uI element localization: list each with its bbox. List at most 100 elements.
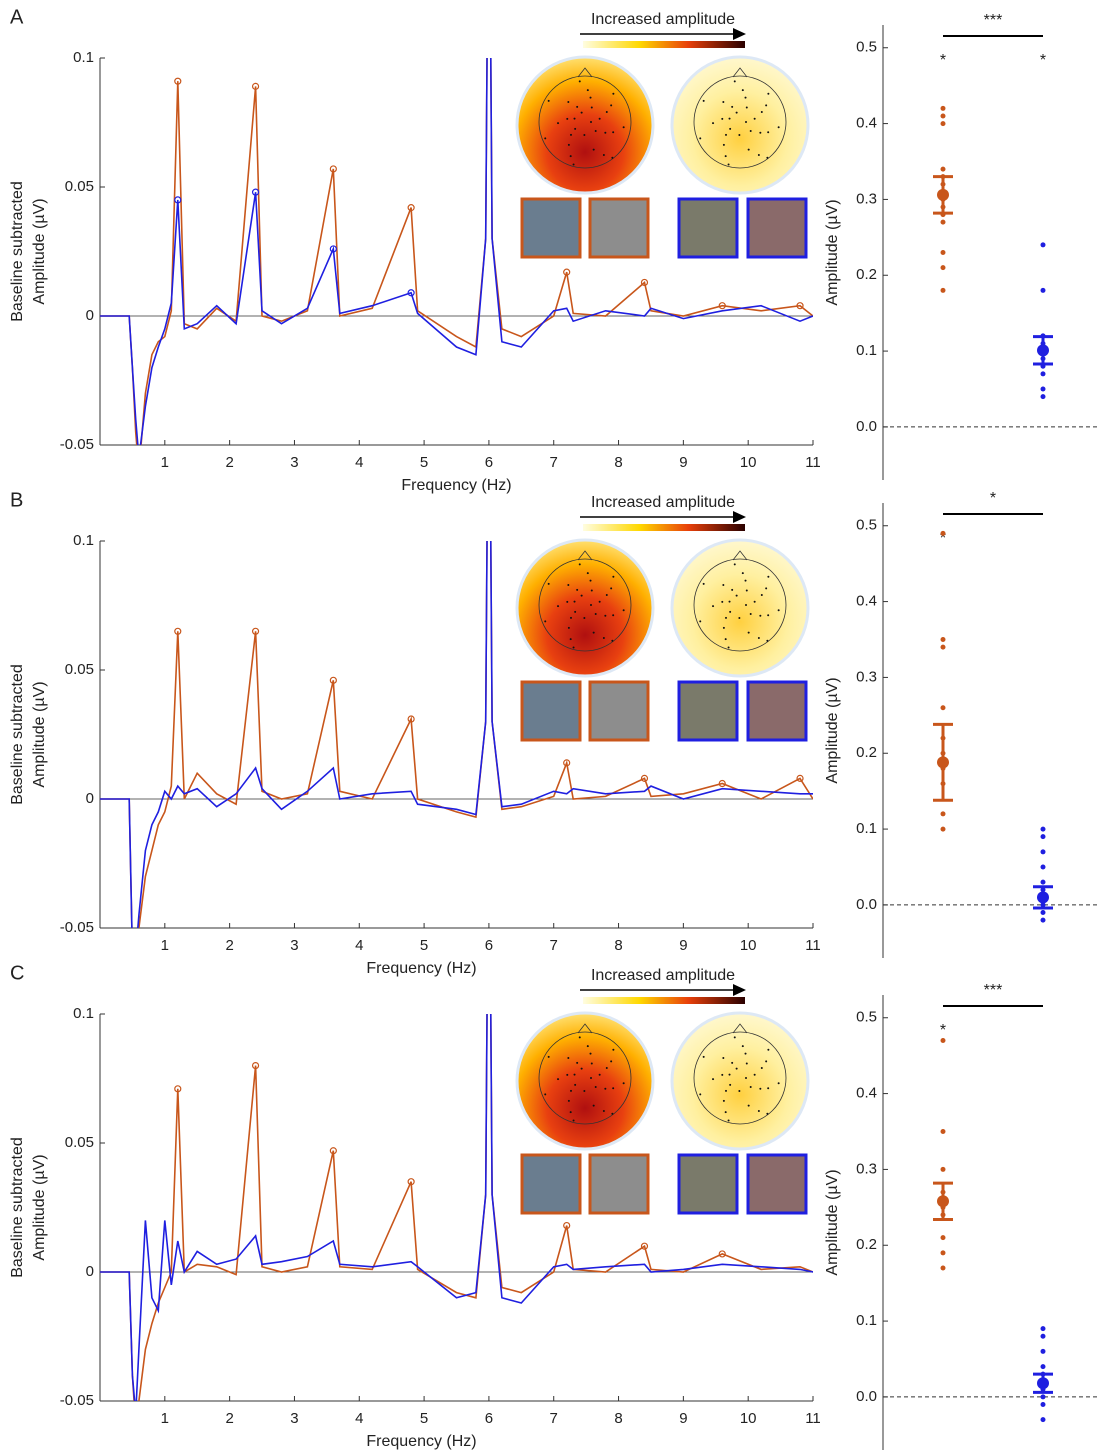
electrode: [759, 1087, 762, 1090]
electrode: [767, 614, 770, 617]
electrode: [731, 588, 734, 591]
nose: [732, 550, 748, 561]
y-axis-label: Amplitude (µV): [31, 1154, 48, 1260]
electrode: [605, 593, 608, 596]
harmonic-marker: [796, 302, 804, 310]
electrode: [721, 117, 724, 120]
y-tick-label: 0.1: [73, 1005, 94, 1022]
arrow-head: [733, 984, 746, 996]
electrode: [567, 584, 570, 587]
electrode: [580, 594, 583, 597]
stimulus-thumbnail: [677, 680, 739, 742]
subject-point: [940, 166, 946, 172]
subject-point: [940, 1166, 946, 1172]
y-axis-label: Amplitude (µV): [31, 198, 48, 304]
x-tick-label: 8: [614, 1410, 622, 1427]
x-tick-label: 1: [161, 454, 169, 471]
spectrum-line: [100, 1014, 813, 1401]
stimulus-thumbnail: [520, 1153, 582, 1215]
x-tick-label: 10: [740, 454, 757, 471]
y-tick-label: 0.4: [856, 1085, 877, 1102]
x-tick-label: 7: [550, 937, 558, 954]
electrode: [598, 117, 601, 120]
harmonic-marker: [407, 204, 415, 212]
subject-point: [940, 1235, 946, 1241]
y-tick-label: 0.1: [856, 1312, 877, 1329]
panel-label: A: [10, 6, 24, 28]
electrode: [590, 106, 593, 109]
subject-point: [1040, 1326, 1046, 1332]
electrode: [586, 572, 589, 575]
electrode: [594, 1086, 597, 1089]
y-tick-label: 0.3: [856, 190, 877, 207]
electrode: [547, 1055, 550, 1058]
x-tick-label: 6: [485, 937, 493, 954]
electrode: [572, 163, 575, 166]
electrode: [569, 616, 572, 619]
electrode: [578, 563, 581, 566]
electrode: [749, 613, 752, 616]
electrode: [567, 101, 570, 104]
subject-point: [940, 1129, 946, 1134]
electrode: [592, 148, 595, 151]
electrode: [602, 153, 605, 156]
head-outline: [693, 1031, 787, 1125]
electrode: [699, 1093, 702, 1096]
stimulus-thumbnail: [588, 1153, 650, 1215]
electrode: [777, 1082, 780, 1085]
electrode: [765, 1060, 768, 1063]
electrode: [610, 1060, 613, 1063]
nose: [732, 1023, 748, 1034]
electrode: [594, 130, 597, 133]
mean-point: [1037, 891, 1049, 904]
electrode: [567, 143, 570, 146]
harmonic-marker: [174, 627, 182, 635]
electrode: [724, 133, 727, 136]
subject-point: [1040, 910, 1046, 915]
subject-point: [940, 811, 946, 817]
electrode: [569, 133, 572, 136]
nose: [577, 550, 593, 561]
group-annotation: *: [940, 530, 946, 547]
electrode: [622, 126, 625, 129]
electrode: [605, 1066, 608, 1069]
y-tick-label: 0.4: [856, 115, 877, 132]
subject-point: [1040, 1394, 1046, 1400]
subject-point: [1040, 917, 1046, 923]
subject-point: [940, 1038, 946, 1043]
x-tick-label: 9: [679, 1410, 687, 1427]
electrode: [573, 600, 576, 603]
y-tick-label: 0.3: [856, 1160, 877, 1177]
mean-point: [937, 756, 949, 769]
head-outline: [538, 558, 632, 652]
electrode: [604, 1087, 607, 1090]
x-tick-label: 4: [355, 1410, 363, 1427]
electrode: [574, 127, 577, 130]
x-tick-label: 5: [420, 937, 428, 954]
electrode: [749, 1086, 752, 1089]
electrode: [733, 1036, 736, 1039]
electrode: [733, 563, 736, 566]
electrode: [728, 117, 731, 120]
electrode: [547, 99, 550, 102]
stimulus-thumbnail: [677, 1153, 739, 1215]
electrode: [583, 1089, 586, 1092]
arrow-head: [733, 511, 746, 523]
spectrum-line: [100, 58, 813, 445]
electrode: [749, 130, 752, 133]
spectrum-line: [100, 1014, 813, 1401]
colorbar: [583, 524, 745, 531]
x-tick-label: 9: [679, 937, 687, 954]
electrode: [738, 616, 741, 619]
x-tick-label: 2: [225, 454, 233, 471]
subject-point: [940, 644, 946, 650]
electrode: [567, 626, 570, 629]
electrode: [598, 600, 601, 603]
y-tick-label: 0: [86, 307, 94, 324]
electrode: [622, 1082, 625, 1085]
significance-label: ***: [984, 982, 1003, 999]
subject-point: [1040, 386, 1046, 392]
y-tick-label: 0.5: [856, 1009, 877, 1026]
electrode: [590, 1077, 592, 1079]
